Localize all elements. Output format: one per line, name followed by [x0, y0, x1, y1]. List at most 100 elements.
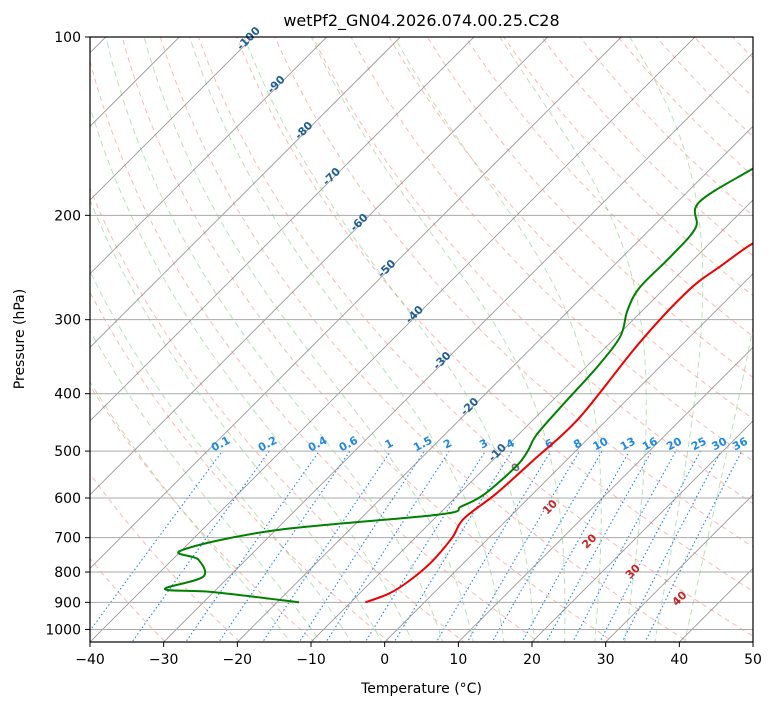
moist-adiabat	[499, 37, 647, 642]
isotherm-label: -50	[375, 257, 398, 280]
dry-adiabat	[503, 37, 753, 297]
x-tick-label: 30	[597, 652, 615, 668]
dry-adiabat	[426, 37, 753, 378]
moist-adiabat	[310, 37, 566, 642]
x-tick-label: −40	[75, 652, 105, 668]
mixing-ratio-label: 10	[591, 434, 611, 453]
x-tick-label: −30	[149, 652, 179, 668]
dry-adiabat	[465, 37, 753, 337]
moist-adiabat-label: 10	[540, 497, 560, 517]
dry-adiabat	[197, 37, 753, 637]
moist-adiabat-label: 40	[670, 588, 690, 608]
y-tick-label: 500	[54, 444, 81, 460]
moist-adiabat	[90, 380, 291, 642]
dry-adiabat	[90, 384, 316, 642]
isotherm-label: -80	[292, 119, 315, 142]
y-tick-label: 300	[54, 313, 81, 329]
mixing-ratio-line	[364, 450, 486, 642]
dry-adiabat	[388, 37, 753, 420]
mixing-ratio-line	[599, 450, 701, 642]
y-tick-label: 100	[54, 30, 81, 46]
y-tick-label: 1000	[45, 622, 81, 638]
mixing-ratio-label: 36	[730, 435, 750, 454]
dry-adiabat	[90, 59, 540, 642]
x-tick-label: 0	[380, 652, 389, 668]
isotherm	[605, 494, 753, 642]
isotherm	[310, 199, 753, 642]
x-axis-title: Temperature (°C)	[360, 681, 482, 697]
isotherm	[678, 567, 753, 642]
mixing-ratio-line	[131, 450, 270, 642]
dry-adiabat	[90, 472, 241, 642]
isotherm	[90, 37, 549, 496]
y-tick-label: 400	[54, 387, 81, 403]
isotherm-label: -20	[458, 395, 481, 418]
y-tick-label: 700	[54, 531, 81, 547]
isotherm-label: -70	[320, 165, 343, 188]
x-tick-label: 40	[670, 652, 688, 668]
dry-adiabat	[236, 37, 753, 592]
isotherm	[236, 125, 753, 642]
mixing-ratio-label: 1	[383, 436, 396, 451]
mixing-ratio-line	[466, 450, 580, 642]
x-tick-label: 20	[523, 652, 541, 668]
y-tick-label: 800	[54, 565, 81, 581]
dry-adiabat	[579, 37, 753, 217]
dry-adiabat	[655, 37, 753, 138]
mixing-ratio-label: 3	[477, 436, 490, 451]
isotherm	[90, 37, 622, 570]
moist-adiabat	[105, 37, 444, 642]
dewpoint-trace	[163, 167, 753, 604]
isotherm	[90, 37, 475, 422]
isotherm	[457, 346, 753, 642]
moist-adiabat	[684, 323, 753, 642]
x-tick-label: 50	[744, 652, 762, 668]
mixing-ratio-line	[262, 450, 392, 642]
isotherm	[90, 37, 180, 127]
mixing-ratio-line	[393, 450, 513, 642]
mixing-ratio-line	[644, 450, 743, 642]
moist-adiabat	[629, 37, 704, 642]
sounding-traces	[163, 167, 753, 604]
isotherm	[90, 37, 696, 642]
dry-adiabat	[732, 37, 753, 59]
mixing-ratio-label: 2	[441, 436, 454, 451]
moist-adiabat	[143, 37, 474, 642]
isotherm-label: -60	[348, 211, 371, 234]
moist-adiabat	[90, 198, 383, 642]
mixing-ratio-line	[185, 450, 320, 642]
moist-adiabat	[189, 37, 505, 642]
y-tick-label: 900	[54, 595, 81, 611]
dry-adiabat	[693, 37, 753, 98]
isotherm	[0, 10, 59, 654]
mixing-ratio-label: 13	[618, 435, 638, 454]
dry-adiabat	[350, 37, 753, 462]
dry-adiabat	[274, 37, 753, 548]
isotherm	[752, 641, 753, 642]
mixing-ratio-line	[325, 450, 450, 642]
temperature-trace	[365, 242, 753, 604]
isotherm-label: -40	[403, 303, 426, 326]
y-tick-label: 600	[54, 491, 81, 507]
isotherm	[90, 37, 254, 201]
x-tick-label: −10	[296, 652, 326, 668]
isotherm	[384, 273, 753, 642]
isotherm	[531, 420, 753, 642]
moist-adiabat	[90, 329, 322, 642]
y-axis-title: Pressure (hPa)	[12, 289, 28, 389]
chart-title: wetPf2_GN04.2026.074.00.25.C28	[283, 11, 559, 31]
y-tick-label: 200	[54, 208, 81, 224]
dry-adiabat	[90, 186, 465, 642]
isotherm	[163, 52, 753, 642]
mixing-ratio-line	[90, 450, 223, 632]
x-tick-label: 10	[449, 652, 467, 668]
dry-adiabat	[159, 37, 690, 642]
mixing-ratio-line	[491, 450, 603, 642]
mixing-ratio-label: 30	[710, 435, 730, 454]
dry-adiabat	[617, 37, 753, 177]
line-labels: 0.1 0.2 0.4 0.6 1 1.5 2 3 4 6 8 10 13 16 20 25 30 36-100-…	[209, 24, 750, 609]
dry-adiabat	[90, 291, 391, 642]
dry-adiabat	[121, 37, 615, 642]
background-lines	[0, 10, 753, 654]
